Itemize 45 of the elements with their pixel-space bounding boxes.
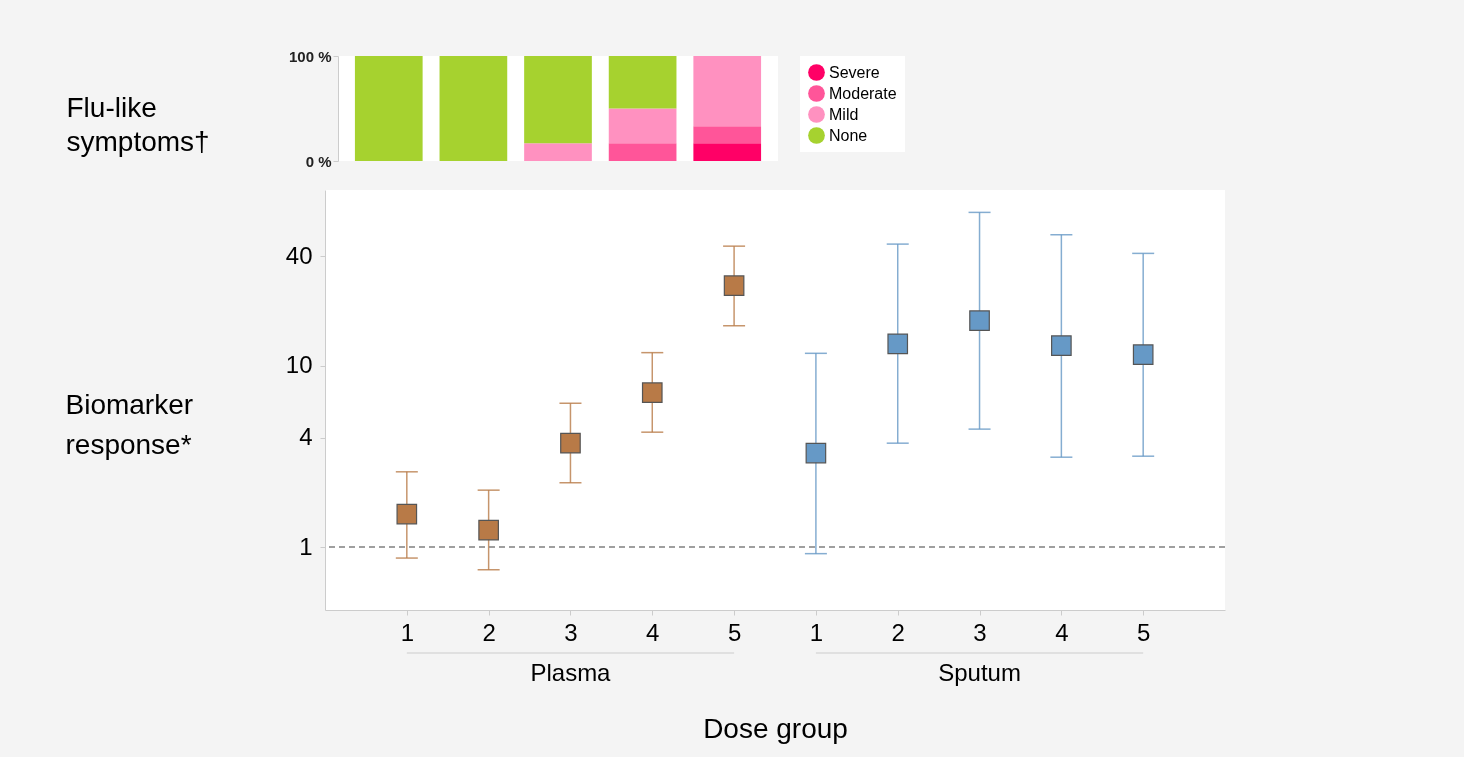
y-axis-title: Biomarker response* xyxy=(65,388,194,460)
bar xyxy=(524,143,592,161)
y-tick-label: 4 xyxy=(299,423,313,451)
point xyxy=(887,333,909,355)
point xyxy=(478,519,499,541)
bar xyxy=(693,143,762,161)
x-tick-label: 1 xyxy=(809,618,824,646)
point xyxy=(1132,344,1154,366)
x-tick-label: 4 xyxy=(646,618,660,646)
y-tick-label: 40 xyxy=(285,241,313,269)
point xyxy=(1051,335,1072,356)
legend-label: None xyxy=(829,126,868,144)
x-tick-label: 3 xyxy=(564,618,578,646)
y-tick-label: 100 % xyxy=(288,47,332,65)
point xyxy=(560,432,581,454)
point xyxy=(396,503,418,525)
point xyxy=(641,382,663,404)
point xyxy=(723,275,745,297)
bar xyxy=(354,56,423,161)
legend-label: Moderate xyxy=(829,84,897,102)
y-axis-title: Flu-like symptoms† xyxy=(66,91,210,157)
legend-label: Severe xyxy=(829,63,880,81)
y-tick-label: 10 xyxy=(285,351,313,379)
bar xyxy=(608,56,677,109)
x-tick-label: 1 xyxy=(400,618,414,646)
bar xyxy=(439,56,508,161)
bar xyxy=(693,56,762,127)
y-tick-label: 1 xyxy=(299,532,313,560)
bar xyxy=(693,126,762,144)
x-tick-label: 5 xyxy=(1137,618,1151,646)
point xyxy=(969,310,990,332)
bar xyxy=(608,108,677,144)
bar xyxy=(608,143,677,161)
x-tick-label: 2 xyxy=(482,618,496,646)
point xyxy=(805,442,827,464)
x-tick-label: 2 xyxy=(891,618,905,646)
x-tick-label: 4 xyxy=(1055,618,1069,646)
x-tick-label: 3 xyxy=(973,618,987,646)
x-tick-label: 5 xyxy=(727,618,742,646)
legend-label: Mild xyxy=(829,105,859,123)
x-axis-title: Dose group xyxy=(703,712,848,744)
bar xyxy=(524,56,592,144)
y-tick-label: 0 % xyxy=(305,152,332,170)
text: Sputum xyxy=(938,659,1021,686)
text: Plasma xyxy=(530,659,612,686)
